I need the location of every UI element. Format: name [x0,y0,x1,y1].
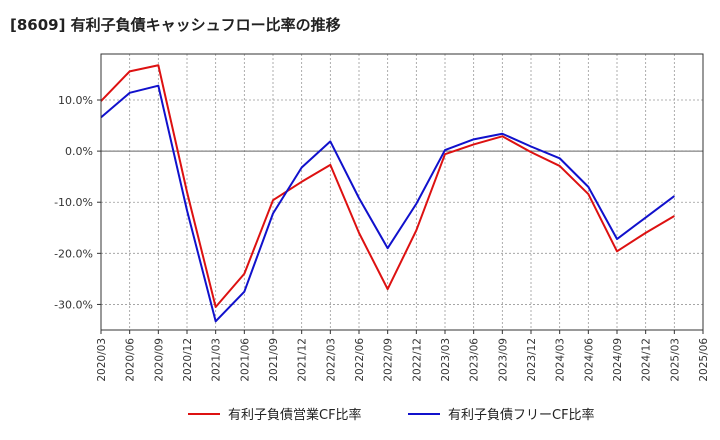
plot-frame [100,53,704,331]
x-tick-label: 2023/12 [526,338,538,382]
y-tick-label: -20.0% [54,247,93,260]
x-tick-label: 2021/12 [297,338,309,382]
x-tick-label: 2022/12 [411,338,423,382]
x-tick-label: 2023/06 [469,338,481,382]
legend: 有利子負債営業CF比率 有利子負債フリーCF比率 [188,407,595,423]
x-tick-label: 2020/06 [125,338,137,382]
x-tick-label: 2022/09 [383,338,395,382]
x-tick-label: 2025/06 [698,338,710,382]
x-tick-label: 2020/09 [153,338,165,382]
chart-title: [8609] 有利子負債キャッシュフロー比率の推移 [10,16,341,34]
x-tick-label: 2021/03 [211,338,223,382]
x-tick-label: 2020/03 [96,338,108,382]
x-tick-label: 2023/03 [440,338,452,382]
y-tick-label: -10.0% [54,196,93,209]
x-tick-label: 2020/12 [182,338,194,382]
y-tick-label: -30.0% [54,298,93,311]
x-tick-label: 2024/09 [612,338,624,382]
series-group [100,64,675,323]
y-tick-label: 10.0% [58,94,93,107]
legend-label-1: 有利子負債営業CF比率 [228,407,362,423]
x-tick-label: 2024/03 [555,338,567,382]
x-tick-label: 2022/06 [354,338,366,382]
x-tick-label: 2021/06 [239,338,251,382]
y-tick-label: 0.0% [65,145,93,158]
x-tick-label: 2025/03 [669,338,681,382]
x-axis-ticks: 2020/03 2020/06 2020/09 2020/12 2021/03 2021/… [96,330,710,382]
x-tick-label: 2021/09 [268,338,280,382]
y-axis-ticks: 10.0% 0.0% -10.0% -20.0% -30.0% [54,94,101,311]
x-tick-label: 2024/12 [641,338,653,382]
plot-area [101,54,703,330]
x-tick-label: 2024/06 [583,338,595,382]
x-tick-label: 2022/03 [325,338,337,382]
x-tick-label: 2023/09 [497,338,509,382]
legend-label-2: 有利子負債フリーCF比率 [448,407,595,423]
